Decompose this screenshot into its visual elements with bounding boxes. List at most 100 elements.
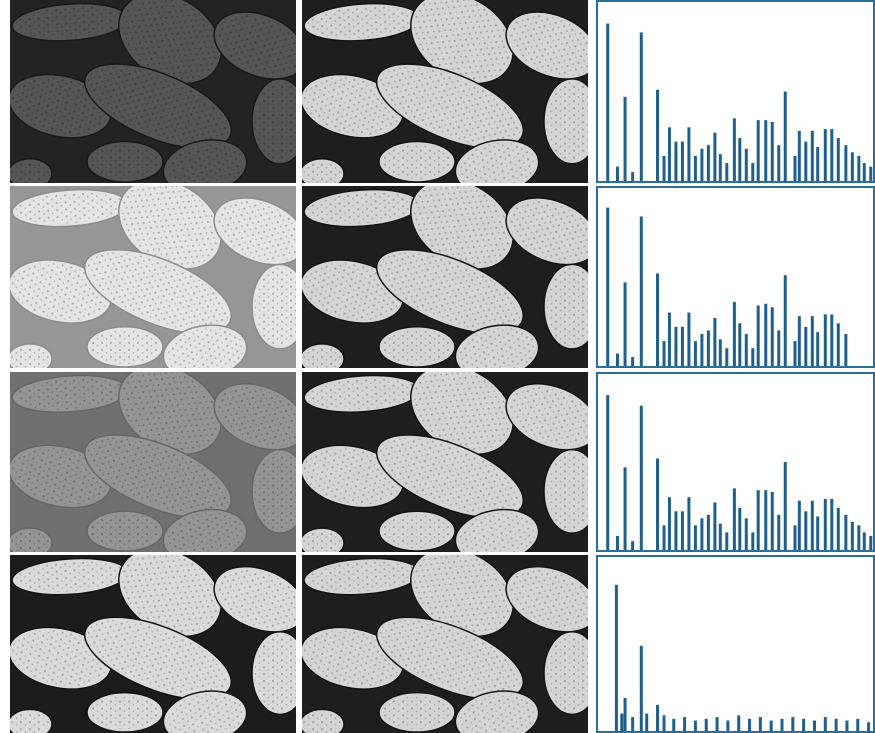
histogram-bar — [716, 717, 719, 731]
pollen-texture — [382, 696, 452, 729]
histogram-bar — [771, 492, 774, 550]
histogram-bar — [793, 156, 796, 181]
histogram-bar — [656, 273, 659, 366]
photo-panel — [295, 347, 608, 569]
histogram-bar — [813, 721, 816, 731]
histogram-bar — [856, 719, 859, 731]
pollen-texture — [547, 267, 597, 345]
histogram-bar — [640, 216, 643, 366]
histogram-bar — [663, 715, 666, 731]
histogram-bar — [624, 698, 627, 731]
histogram-bar — [713, 318, 716, 366]
histogram-bar — [606, 23, 609, 181]
histogram-bar — [770, 721, 773, 731]
histogram-bar — [844, 334, 847, 366]
histogram-bar — [771, 122, 774, 181]
histogram-bar — [798, 131, 801, 181]
histogram-bar — [759, 717, 762, 731]
histogram-bar — [663, 156, 666, 181]
histogram-bar — [615, 585, 618, 731]
histogram-bar — [707, 145, 710, 181]
histogram-bar — [694, 156, 697, 181]
histogram-bar — [668, 313, 671, 366]
photo-panel — [3, 347, 316, 569]
pollen-texture — [90, 696, 160, 729]
pollen-texture — [255, 635, 305, 712]
histogram-bar — [863, 532, 866, 550]
histogram-bar — [804, 142, 807, 181]
histogram-bar — [811, 501, 814, 550]
histogram-bar — [757, 120, 760, 181]
histogram-bar — [606, 395, 609, 550]
histogram-bar — [867, 722, 870, 731]
histogram-bar — [804, 327, 807, 366]
histogram-bar — [748, 719, 751, 731]
histogram-bar — [733, 118, 736, 181]
histogram-bar — [844, 515, 847, 550]
histogram-bar — [830, 499, 833, 550]
histogram-bar — [725, 348, 728, 366]
histogram-bar — [745, 518, 748, 550]
histogram-bar — [656, 458, 659, 550]
pollen-texture — [303, 347, 341, 371]
histogram-bar — [694, 341, 697, 366]
histogram-bar — [751, 163, 754, 181]
histogram-bar — [687, 497, 690, 550]
histogram-bar — [700, 334, 703, 366]
pollen-texture — [382, 330, 452, 364]
histogram-bar — [764, 120, 767, 181]
pollen-texture — [547, 82, 597, 161]
histogram-frame — [597, 556, 874, 732]
histogram-bar — [751, 348, 754, 366]
histogram-bar — [781, 719, 784, 731]
histogram-bar — [683, 717, 686, 731]
histogram-bar — [656, 90, 659, 181]
histogram-bar — [845, 721, 848, 731]
photo-panel — [295, 530, 608, 733]
histogram-bar — [869, 536, 872, 550]
histogram-bar — [777, 145, 780, 181]
histogram-bar — [793, 525, 796, 550]
histogram-bar — [837, 323, 840, 366]
pollen-texture — [303, 162, 341, 186]
histogram-bar — [837, 138, 840, 181]
histogram-bar — [863, 163, 866, 181]
histogram-bar — [791, 717, 794, 731]
histogram-bar — [851, 152, 854, 181]
histogram-bar — [719, 154, 722, 181]
histogram-bar — [844, 145, 847, 181]
histogram-bar — [663, 525, 666, 550]
histogram-bar — [738, 138, 741, 181]
histogram-bar — [835, 719, 838, 731]
pollen-texture — [547, 453, 597, 531]
photo-panel — [295, 0, 608, 200]
histogram-bar — [674, 142, 677, 181]
figure — [0, 0, 875, 733]
histogram-bar — [784, 275, 787, 366]
photo-panel — [295, 161, 608, 385]
histogram-bar — [707, 515, 710, 550]
histogram-bar — [713, 502, 716, 550]
histogram-bar — [674, 327, 677, 366]
pollen-texture — [382, 514, 452, 548]
histogram-bar — [816, 332, 819, 366]
histogram-bar — [830, 314, 833, 366]
histogram-bar — [681, 142, 684, 181]
histogram-bar — [694, 525, 697, 550]
histogram-bar — [656, 705, 659, 731]
histogram-bar — [672, 719, 675, 731]
histogram-bar — [798, 501, 801, 550]
histogram-bar — [616, 167, 619, 181]
histogram-bar — [857, 525, 860, 550]
histogram-bar — [824, 314, 827, 366]
histogram-bar — [771, 307, 774, 366]
histogram-bar — [616, 536, 619, 550]
histogram-bar — [816, 147, 819, 181]
histogram-bar — [816, 517, 819, 550]
histogram-bar — [620, 714, 623, 731]
histogram-bar — [830, 129, 833, 181]
pollen-texture — [547, 635, 597, 712]
histogram-bar — [745, 149, 748, 181]
histogram-bar — [798, 316, 801, 366]
histogram-bar — [640, 32, 643, 181]
